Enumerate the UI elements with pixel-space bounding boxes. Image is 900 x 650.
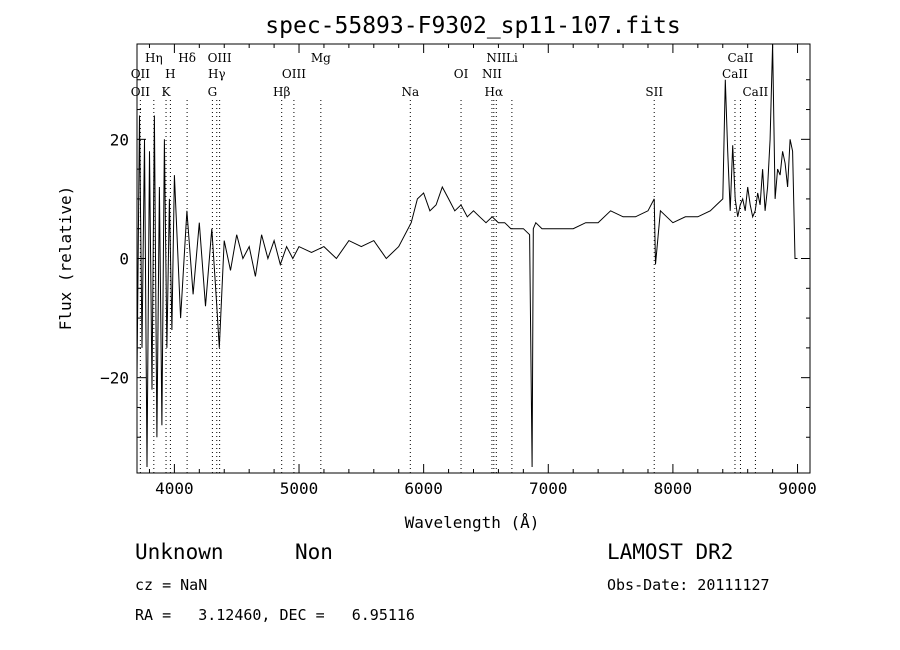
x-tick-label: 6000 (404, 479, 443, 498)
spectral-line-label: OIII (282, 67, 306, 81)
x-tick-label: 5000 (280, 479, 319, 498)
y-tick-label: 0 (119, 250, 129, 269)
spectral-line-label: H (165, 67, 175, 81)
spectral-line-label: NII (482, 67, 502, 81)
y-tick-label: 20 (110, 130, 129, 149)
spectral-line-label: Hα (485, 85, 504, 99)
spectral-line-label: Hη (145, 51, 163, 65)
spectral-line-label: CaII (728, 51, 754, 65)
spectral-line-label: Li (506, 51, 518, 65)
y-tick-label: −20 (100, 369, 129, 388)
spectral-line-label: Mg (311, 51, 331, 65)
x-tick-label: 8000 (654, 479, 693, 498)
x-axis-label: Wavelength (Å) (405, 513, 540, 532)
axis-ticks: 4000 5000 6000 7000 8000 9000 −20 0 20 (100, 44, 817, 498)
spectral-line-label: CaII (742, 85, 768, 99)
spectral-line-label: Hδ (178, 51, 196, 65)
survey-name: LAMOST DR2 (607, 540, 734, 564)
plot-frame (136, 43, 811, 474)
spectral-line-label: OII (131, 67, 151, 81)
spectral-line-label: K (162, 85, 172, 99)
spectral-line-label: Hγ (208, 67, 226, 81)
y-axis-label: Flux (relative) (56, 186, 75, 331)
x-tick-label: 4000 (155, 479, 194, 498)
spectral-line-label: Na (401, 85, 419, 99)
spectral-line-label: SII (645, 85, 663, 99)
x-tick-label: 7000 (529, 479, 568, 498)
redshift-cz: cz = NaN (135, 576, 208, 594)
x-tick-label: 9000 (778, 479, 817, 498)
spectrum-line (136, 43, 798, 468)
spectral-line-label: Hβ (273, 85, 290, 99)
spectral-line-label: OIII (208, 51, 232, 65)
observation-date: Obs-Date: 20111127 (607, 576, 770, 594)
spectral-class: Unknown (135, 540, 224, 564)
chart-title: spec-55893-F9302_sp11-107.fits (265, 13, 680, 39)
spectral-subclass: Non (295, 540, 333, 564)
spectral-line-label: OII (131, 85, 151, 99)
spectral-line-label: CaII (722, 67, 748, 81)
coordinates: RA = 3.12460, DEC = 6.95116 (135, 606, 415, 624)
spectral-line-label: NII (486, 51, 506, 65)
spectral-line-label: OI (454, 67, 469, 81)
spectral-line-label: G (208, 85, 218, 99)
